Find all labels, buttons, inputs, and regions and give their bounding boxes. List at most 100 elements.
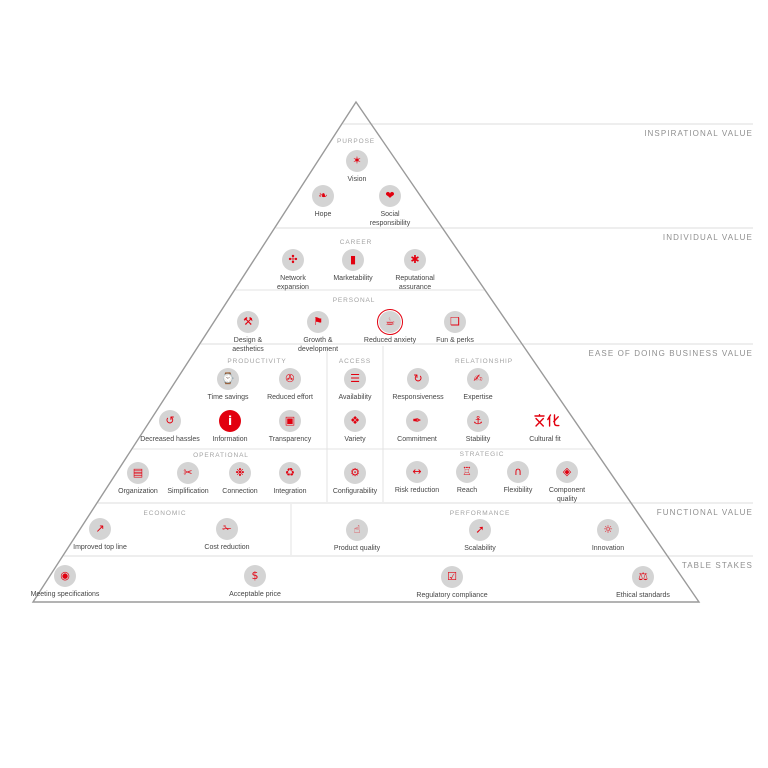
circular-arrow-icon: ↻	[407, 368, 429, 390]
compass-pen-icon: ✒	[406, 410, 428, 432]
item-label-improved-top-line: Improved top line	[73, 544, 127, 551]
window-panel-icon: ▣	[279, 410, 301, 432]
item-risk-reduction: ↔ Risk reduction	[371, 461, 463, 495]
radio-tower-icon: ♖	[456, 461, 478, 483]
item-product-quality: ☝ Product quality	[311, 519, 403, 553]
anchor-icon: ⚓	[467, 410, 489, 432]
item-label-vision: Vision	[347, 176, 367, 183]
item-label-innovation: Innovation	[591, 545, 625, 552]
stacked-bars-icon: ☰	[344, 368, 366, 390]
rising-chart-icon: ↗	[89, 518, 111, 540]
expert-person-icon: ✍	[467, 368, 489, 390]
item-cultural-fit: Cultural fit	[499, 410, 591, 444]
item-label-information: Information	[212, 436, 248, 443]
item-label-hope: Hope	[314, 211, 332, 218]
clipboard-check-icon: ☑	[441, 566, 463, 588]
item-connection: ❉ Connection	[194, 462, 286, 496]
item-responsiveness: ↻ Responsiveness	[372, 368, 464, 402]
item-reduced-anxiety: ☕ Reduced anxiety	[344, 308, 436, 345]
section-label-productivity: PRODUCTIVITY	[227, 358, 287, 365]
item-label-integration: Integration	[273, 488, 307, 495]
wristwatch-icon: ⌚	[217, 368, 239, 390]
shapes-icon: ❖	[344, 410, 366, 432]
item-ethical-standards: ⚖ Ethical standards	[597, 566, 689, 600]
price-label-icon: $	[244, 565, 266, 587]
hub-spokes-icon: ❉	[229, 462, 251, 484]
item-label-reduced-effort: Reduced effort	[267, 394, 313, 401]
item-scalability: ➚ Scalability	[434, 519, 526, 553]
thumbs-up-icon: ☝	[346, 519, 368, 541]
item-reach: ♖ Reach	[421, 461, 513, 495]
merge-arrows-icon: ♻	[279, 462, 301, 484]
section-label-relationship: RELATIONSHIP	[455, 358, 513, 365]
cjk-culture-icon	[534, 410, 560, 432]
section-label-purpose: PURPOSE	[336, 138, 376, 145]
item-integration: ♻ Integration	[244, 462, 336, 496]
item-label-commitment: Commitment	[397, 436, 437, 443]
swirl-arrow-icon: ↺	[159, 410, 181, 432]
crossed-tools-icon: ⚒	[237, 311, 259, 333]
value-band-label-0: INSPIRATIONAL VALUE	[644, 129, 753, 138]
item-label-component-quality: Component quality	[548, 487, 586, 504]
target-dot-icon: ◉	[54, 565, 76, 587]
item-label-expertise: Expertise	[463, 394, 493, 401]
value-band-label-3: FUNCTIONAL VALUE	[656, 508, 753, 517]
value-band-label-1: INDIVIDUAL VALUE	[662, 233, 753, 242]
item-decreased-hassles: ↺ Decreased hassles	[124, 410, 216, 444]
item-label-product-quality: Product quality	[333, 545, 381, 552]
item-label-reach: Reach	[456, 487, 478, 494]
link-arrows-icon: ↔	[406, 461, 428, 483]
pyramid-triangle	[31, 100, 701, 603]
item-label-cultural-fit: Cultural fit	[529, 436, 561, 443]
ribbon-icon: ❧	[312, 185, 334, 207]
item-organization: ▤ Organization	[92, 462, 184, 496]
section-label-performance: PERFORMANCE	[449, 510, 511, 517]
item-label-flexibility: Flexibility	[503, 487, 533, 494]
item-hope: ❧ Hope	[277, 185, 369, 219]
item-commitment: ✒ Commitment	[371, 410, 463, 444]
heart-globe-icon: ❤	[379, 185, 401, 207]
gear-icon: ⚙	[344, 462, 366, 484]
item-label-transparency: Transparency	[268, 436, 312, 443]
item-innovation: ☼ Innovation	[562, 519, 654, 553]
section-label-economic: ECONOMIC	[143, 510, 187, 517]
lightbulb-icon: ☼	[597, 519, 619, 541]
item-growth-development: ⚑ Growth & development	[272, 311, 364, 354]
section-label-access: ACCESS	[338, 358, 372, 365]
item-transparency: ▣ Transparency	[244, 410, 336, 444]
item-label-design-aesthetics: Design & aesthetics	[232, 337, 264, 354]
value-band-label-4: TABLE STAKES	[681, 561, 753, 570]
item-social-responsibility: ❤ Social responsibility	[344, 185, 436, 228]
item-label-variety: Variety	[344, 436, 366, 443]
item-regulatory-compliance: ☑ Regulatory compliance	[406, 566, 498, 600]
item-label-regulatory-compliance: Regulatory compliance	[416, 592, 488, 599]
network-nodes-icon: ✣	[282, 249, 304, 271]
item-label-reduced-anxiety: Reduced anxiety	[363, 337, 417, 344]
item-vision: ✶ Vision	[311, 150, 403, 184]
arch-icon: ∩	[507, 461, 529, 483]
item-variety: ❖ Variety	[309, 410, 401, 444]
item-label-network-expansion: Network expansion	[277, 275, 309, 292]
item-reputational-assurance: ✱ Reputational assurance	[369, 249, 461, 292]
item-label-availability: Availability	[338, 394, 372, 401]
item-flexibility: ∩ Flexibility	[472, 461, 564, 495]
item-label-ethical-standards: Ethical standards	[616, 592, 670, 599]
item-label-responsiveness: Responsiveness	[392, 394, 444, 401]
item-label-marketability: Marketability	[333, 275, 373, 282]
item-network-expansion: ✣ Network expansion	[247, 249, 339, 292]
item-label-cost-reduction: Cost reduction	[204, 544, 250, 551]
value-band-label-2: EASE OF DOING BUSINESS VALUE	[588, 349, 753, 358]
scale-up-arrow-icon: ➚	[469, 519, 491, 541]
item-label-configurability: Configurability	[332, 488, 378, 495]
item-availability: ☰ Availability	[309, 368, 401, 402]
section-label-operational: OPERATIONAL	[193, 452, 249, 459]
section-label-personal: PERSONAL	[332, 297, 376, 304]
item-label-stability: Stability	[465, 436, 491, 443]
item-label-simplification: Simplification	[167, 488, 209, 495]
info-icon: i	[219, 410, 241, 432]
item-label-meeting-specifications: Meeting specifications	[30, 591, 100, 598]
item-acceptable-price: $ Acceptable price	[209, 565, 301, 599]
item-label-fun-perks: Fun & perks	[436, 337, 474, 344]
price-tag-icon: ✁	[216, 518, 238, 540]
item-simplification: ✂ Simplification	[142, 462, 234, 496]
